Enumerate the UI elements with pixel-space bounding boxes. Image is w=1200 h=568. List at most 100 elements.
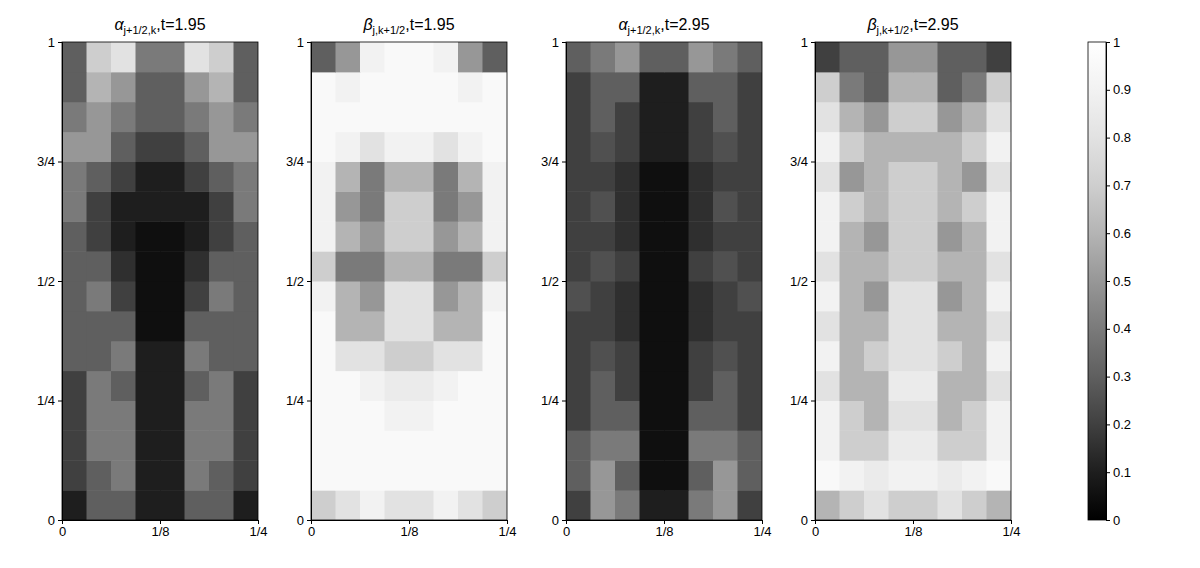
cell	[434, 401, 459, 431]
x-tick: 1/4	[753, 520, 771, 539]
cell	[640, 132, 665, 162]
cell	[566, 102, 591, 132]
cell	[160, 251, 185, 281]
colorbar-tick-mark	[1106, 424, 1110, 425]
cell	[840, 341, 865, 371]
colorbar-tick-label: 0.1	[1113, 465, 1131, 480]
cell	[664, 341, 689, 371]
y-axis-line	[307, 43, 312, 521]
cell	[640, 42, 665, 72]
cell	[664, 132, 689, 162]
cell	[566, 221, 591, 251]
cell	[385, 42, 410, 72]
cell	[738, 132, 763, 162]
cell	[409, 490, 434, 520]
x-tick-label: 0	[563, 524, 570, 539]
cell	[185, 162, 210, 192]
y-tick-label: 1/4	[37, 393, 55, 408]
cell	[385, 281, 410, 311]
cell	[209, 311, 234, 341]
cell	[738, 72, 763, 102]
cell	[913, 132, 938, 162]
cell	[87, 221, 112, 251]
cell	[738, 42, 763, 72]
cell	[409, 102, 434, 132]
cell	[62, 102, 87, 132]
cell	[62, 221, 87, 251]
cell	[889, 162, 914, 192]
cell	[713, 132, 738, 162]
cell	[360, 401, 385, 431]
cell	[209, 162, 234, 192]
cell	[889, 251, 914, 281]
cell	[938, 221, 963, 251]
cell	[385, 401, 410, 431]
cell	[840, 460, 865, 490]
y-tick-mark	[811, 520, 815, 521]
cell	[738, 401, 763, 431]
cell	[987, 490, 1012, 520]
cell	[864, 162, 889, 192]
cell	[640, 460, 665, 490]
colorbar-tick: 1	[1106, 35, 1120, 50]
y-tick-label: 1/2	[790, 274, 808, 289]
cell	[615, 72, 640, 102]
cell	[566, 72, 591, 102]
cell	[311, 42, 336, 72]
title-suffix: ,t=1.95	[405, 16, 454, 33]
cell	[987, 311, 1012, 341]
cell	[62, 251, 87, 281]
colorbar-tick: 0.6	[1106, 226, 1131, 241]
cell	[434, 251, 459, 281]
cell	[136, 490, 161, 520]
cell	[591, 162, 616, 192]
colorbar-tick: 0.3	[1106, 369, 1131, 384]
cell	[434, 430, 459, 460]
cell	[640, 490, 665, 520]
cell	[566, 490, 591, 520]
cell	[987, 191, 1012, 221]
cell	[815, 102, 840, 132]
cell	[987, 460, 1012, 490]
cell	[234, 281, 259, 311]
cell	[566, 281, 591, 311]
cell	[336, 490, 361, 520]
cell	[136, 430, 161, 460]
cell	[209, 460, 234, 490]
colorbar-tick-mark	[1106, 472, 1110, 473]
cell	[615, 281, 640, 311]
cell	[889, 371, 914, 401]
y-tick: 0	[552, 513, 566, 528]
cell	[209, 42, 234, 72]
cell	[409, 401, 434, 431]
cell	[458, 102, 483, 132]
cell	[987, 281, 1012, 311]
cell	[591, 401, 616, 431]
cell	[815, 72, 840, 102]
cell	[434, 102, 459, 132]
cell	[815, 281, 840, 311]
colorbar-tick-mark	[1106, 281, 1110, 282]
cell	[615, 191, 640, 221]
y-tick-label: 3/4	[37, 154, 55, 169]
cell	[87, 401, 112, 431]
y-tick-label: 1/4	[541, 393, 559, 408]
cell	[815, 460, 840, 490]
cell	[409, 281, 434, 311]
colorbar-axis-line	[1107, 43, 1111, 521]
y-tick-mark	[307, 281, 311, 282]
cell	[591, 341, 616, 371]
y-tick: 1	[801, 35, 815, 50]
cell	[385, 221, 410, 251]
cell	[815, 371, 840, 401]
cell	[360, 132, 385, 162]
cell	[336, 251, 361, 281]
cell	[458, 281, 483, 311]
cell	[111, 72, 136, 102]
cell	[591, 221, 616, 251]
y-tick-mark	[307, 162, 311, 163]
cell	[136, 460, 161, 490]
cell	[483, 371, 508, 401]
cell	[689, 490, 714, 520]
cell	[185, 132, 210, 162]
